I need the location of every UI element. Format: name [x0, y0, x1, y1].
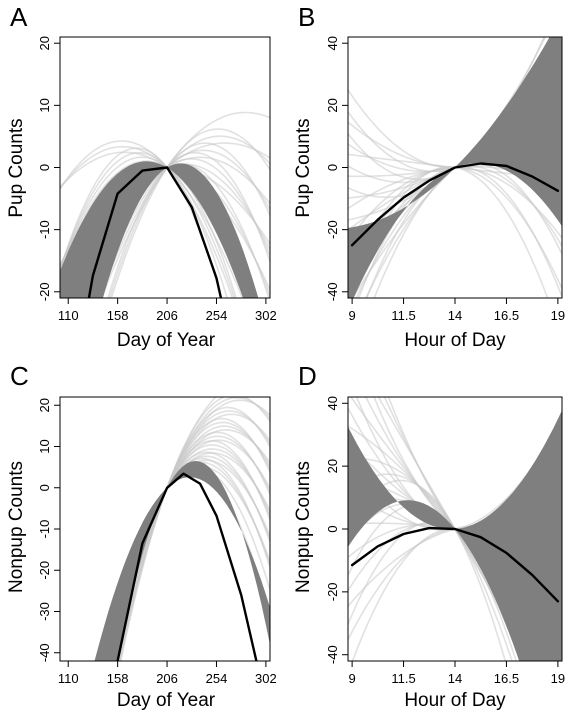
panel-c: C Day of Year Nonpup Counts 110 158 206 254… — [6, 361, 277, 711]
y-axis-title: Pup Counts — [6, 118, 27, 217]
y-tick-label: -10 — [37, 220, 52, 239]
x-tick-label: 16.5 — [494, 671, 519, 686]
x-tick-label: 254 — [206, 308, 228, 323]
x-tick-label: 19 — [551, 308, 565, 323]
y-tick-label: 40 — [325, 36, 340, 50]
plot-area — [60, 111, 270, 298]
y-tick-label: -20 — [325, 220, 340, 239]
panel-a: A Day of Year Pup Counts 110 158 206 254 302… — [6, 2, 277, 351]
y-tick-label: 20 — [325, 98, 340, 112]
panel-letter-d: D — [298, 361, 317, 391]
y-tick-label: -40 — [325, 282, 340, 301]
panel-letter-b: B — [298, 2, 315, 32]
mean-curve — [116, 472, 258, 661]
panel-b: B Hour of Day Pup Counts 9 11.5 14 16.5 19 -4… — [293, 2, 565, 351]
plot-area — [348, 37, 562, 298]
x-tick-label: 206 — [156, 671, 178, 686]
x-tick-label: 14 — [448, 308, 462, 323]
x-tick-label: 254 — [206, 671, 228, 686]
posterior-sample-curve — [100, 111, 270, 298]
y-axis-title: Pup Counts — [293, 118, 314, 217]
x-tick-label: 110 — [58, 308, 79, 323]
x-axis-title: Day of Year — [117, 690, 216, 711]
y-tick-label: -20 — [37, 561, 52, 580]
y-tick-label: 40 — [325, 396, 340, 410]
y-axis-title: Nonpup Counts — [6, 461, 27, 593]
x-tick-label: 206 — [156, 308, 178, 323]
y-tick-label: 20 — [325, 459, 340, 473]
plot-area — [348, 397, 562, 661]
y-tick-label: -40 — [37, 643, 52, 662]
credible-band — [94, 461, 270, 661]
mean-curve — [350, 526, 560, 603]
y-tick-label: -20 — [37, 282, 52, 301]
y-tick-label: -10 — [37, 520, 52, 539]
mean-curve — [350, 162, 560, 247]
x-tick-label: 302 — [255, 671, 277, 686]
x-tick-label: 158 — [107, 308, 129, 323]
panel-letter-a: A — [10, 2, 28, 32]
y-tick-label: 0 — [37, 484, 52, 491]
y-tick-label: 0 — [325, 525, 340, 532]
panel-d: D Hour of Day Nonpup Counts 9 11.5 14 16.5 1… — [293, 361, 565, 711]
y-axis-title: Nonpup Counts — [293, 461, 314, 593]
y-tick-label: 10 — [37, 98, 52, 112]
x-tick-label: 9 — [348, 308, 355, 323]
x-tick-label: 158 — [107, 671, 129, 686]
y-tick-label: 0 — [325, 164, 340, 171]
y-tick-label: -20 — [325, 582, 340, 601]
credible-band — [60, 161, 259, 298]
x-tick-label: 19 — [551, 671, 565, 686]
y-tick-label: 10 — [37, 439, 52, 453]
y-tick-label: 20 — [37, 398, 52, 412]
x-axis-title: Hour of Day — [404, 330, 506, 351]
x-tick-label: 16.5 — [494, 308, 519, 323]
y-tick-label: -30 — [37, 602, 52, 621]
credible-band — [348, 410, 562, 661]
y-tick-label: 0 — [37, 164, 52, 171]
x-tick-label: 302 — [255, 308, 277, 323]
x-tick-label: 11.5 — [391, 308, 415, 323]
x-tick-label: 9 — [348, 671, 355, 686]
x-axis-title: Hour of Day — [404, 690, 506, 711]
panel-letter-c: C — [10, 361, 29, 391]
x-tick-label: 14 — [448, 671, 462, 686]
x-axis-title: Day of Year — [117, 330, 216, 351]
y-tick-label: 20 — [37, 36, 52, 50]
mean-curve — [87, 166, 223, 298]
x-tick-label: 11.5 — [391, 671, 415, 686]
plot-area — [94, 397, 270, 661]
y-tick-label: -40 — [325, 645, 340, 664]
x-tick-label: 110 — [58, 671, 79, 686]
